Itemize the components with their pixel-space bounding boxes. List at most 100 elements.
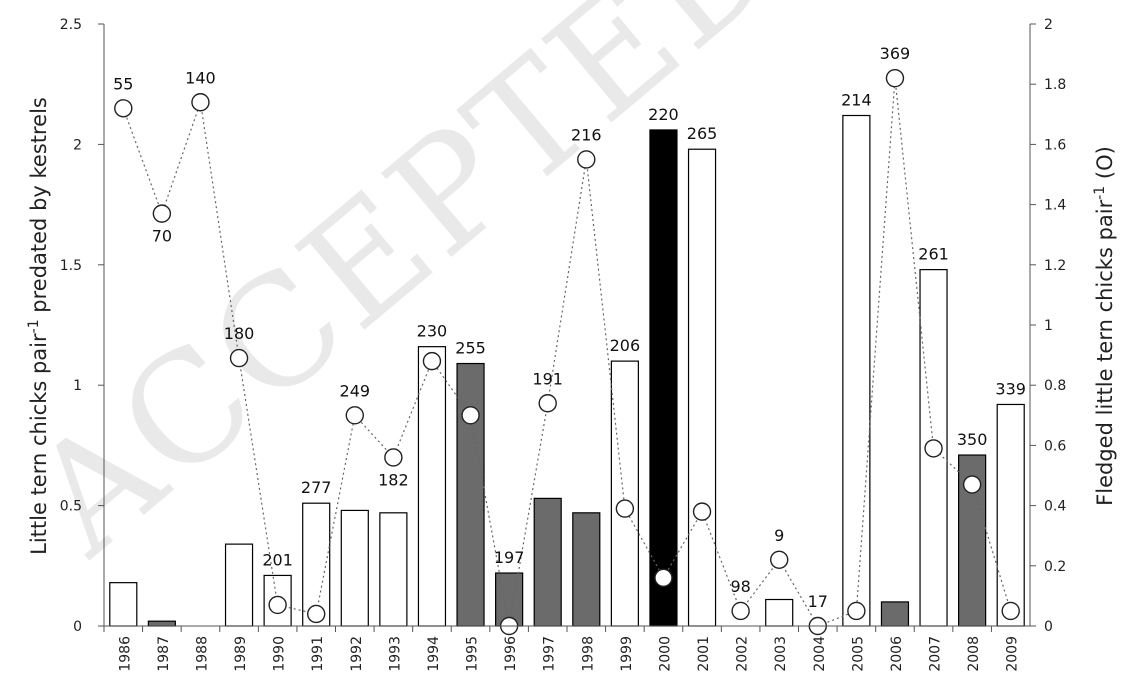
pair-label-2004: 17 — [808, 592, 828, 611]
pair-label-1987: 70 — [152, 227, 172, 246]
fledged-point-2001 — [692, 502, 712, 521]
x-tick-label: 1993 — [387, 636, 403, 672]
x-tick-label: 1991 — [310, 636, 326, 672]
bar-1986 — [109, 582, 138, 627]
y2-tick-label: 1.2 — [1044, 258, 1066, 274]
bar-2009 — [996, 403, 1025, 627]
y-tick-label: 1 — [73, 378, 82, 394]
fledged-point-1995 — [461, 406, 480, 425]
y-axis-label: Little tern chicks pair-1 predated by ke… — [26, 97, 51, 555]
y-tick-label: 2.5 — [60, 17, 82, 33]
x-tick-label: 2001 — [696, 636, 712, 672]
pair-label-1989: 180 — [224, 324, 255, 343]
x-tick-label: 2004 — [812, 636, 828, 672]
bar-2003 — [765, 598, 794, 627]
y2-tick-label: 0.2 — [1044, 559, 1066, 575]
bar-1999 — [610, 360, 639, 627]
y2-tick-label: 1.8 — [1044, 77, 1066, 93]
axes: 00.511.522.500.20.40.60.811.21.41.61.821… — [60, 17, 1067, 672]
fledged-point-1998 — [577, 150, 596, 169]
x-tick-label: 2003 — [773, 636, 789, 672]
pair-label-1990: 201 — [262, 550, 293, 569]
bar-1998 — [572, 512, 601, 627]
fledged-point-1994 — [422, 351, 442, 371]
fledged-point-1999 — [615, 499, 635, 518]
pair-label-1997: 191 — [532, 369, 563, 388]
pair-label-1992: 249 — [340, 381, 371, 400]
fledged-point-1988 — [191, 93, 210, 112]
pair-label-2002: 98 — [730, 577, 750, 596]
y2-tick-label: 0.4 — [1044, 499, 1066, 515]
x-tick-label: 2002 — [735, 636, 751, 672]
pair-label-1994: 230 — [417, 322, 448, 341]
pair-label-2007: 261 — [918, 245, 949, 264]
fledged-point-2002 — [731, 601, 750, 621]
fledged-point-1991 — [307, 604, 326, 624]
pair-label-1996: 197 — [494, 548, 525, 567]
y2-tick-label: 1.4 — [1044, 198, 1066, 214]
pair-label-1991: 277 — [301, 478, 332, 497]
x-tick-label: 1992 — [349, 636, 365, 672]
x-tick-label: 1998 — [580, 636, 596, 672]
x-tick-label: 2009 — [1005, 636, 1021, 672]
bar-2006 — [880, 601, 910, 627]
x-tick-label: 1999 — [619, 636, 635, 672]
y2-tick-label: 0 — [1044, 619, 1053, 635]
x-tick-label: 1990 — [272, 636, 288, 672]
bar-2001 — [687, 148, 717, 627]
pair-label-2005: 214 — [841, 91, 872, 110]
fledged-point-2008 — [962, 475, 982, 494]
fledged-point-1992 — [345, 406, 364, 425]
x-tick-label: 1986 — [117, 636, 133, 672]
y2-tick-label: 0.6 — [1044, 438, 1066, 454]
x-tick-label: 2005 — [850, 636, 866, 672]
bar-1992 — [340, 509, 369, 627]
pair-label-1998: 216 — [571, 125, 602, 144]
pair-label-2009: 339 — [995, 379, 1026, 398]
fledged-point-1986 — [114, 99, 133, 118]
pair-labels: 55 70 140 180 201 277 249 182 230 255 197 191 216 206… — [113, 44, 1026, 611]
fledged-point-2003 — [770, 550, 789, 569]
y2-tick-label: 1 — [1044, 318, 1053, 334]
x-tick-label: 2007 — [928, 636, 944, 672]
x-tick-label: 1996 — [503, 636, 519, 672]
y2-tick-label: 2 — [1044, 17, 1053, 33]
fledged-point-2000 — [654, 568, 673, 588]
watermark: ACCEPTED MA — [1, 0, 1057, 588]
pair-label-1995: 255 — [455, 339, 486, 358]
y2-axis-label: Fledged little tern chicks pair-1 (O) — [1092, 146, 1117, 506]
x-tick-label: 1987 — [156, 636, 172, 672]
fledged-point-2005 — [847, 601, 866, 621]
pair-label-1988: 140 — [185, 68, 216, 87]
pair-label-1986: 55 — [113, 74, 133, 93]
fledged-point-2006 — [885, 68, 905, 88]
y2-tick-label: 1.6 — [1044, 137, 1066, 153]
bar-2000 — [649, 129, 678, 627]
x-tick-label: 1997 — [542, 636, 558, 672]
pair-label-2003: 9 — [774, 526, 784, 545]
x-tick-label: 1995 — [465, 636, 481, 672]
y-tick-label: 1.5 — [60, 258, 82, 274]
y-tick-label: 2 — [73, 137, 82, 153]
fledged-point-1987 — [152, 204, 172, 223]
x-tick-label: 1994 — [426, 636, 442, 672]
pair-label-1999: 206 — [610, 336, 641, 355]
pair-label-2008: 350 — [957, 430, 988, 449]
y-tick-label: 0.5 — [60, 499, 82, 515]
fledged-point-2009 — [1001, 601, 1020, 621]
y2-tick-label: 0.8 — [1044, 378, 1066, 394]
pair-label-2000: 220 — [648, 105, 679, 124]
x-tick-label: 2000 — [657, 636, 673, 672]
x-tick-label: 2006 — [889, 636, 905, 672]
bar-2005 — [842, 114, 871, 627]
pair-label-2006: 369 — [880, 44, 911, 63]
fledged-point-1990 — [268, 595, 287, 615]
fledged-line — [122, 78, 1012, 627]
bar-1997 — [533, 497, 562, 627]
x-tick-label: 1989 — [233, 636, 249, 672]
x-tick-label: 1988 — [194, 636, 210, 672]
bar-1995 — [456, 362, 485, 627]
pair-label-1993: 182 — [378, 470, 409, 489]
x-tick-label: 2008 — [966, 636, 982, 672]
